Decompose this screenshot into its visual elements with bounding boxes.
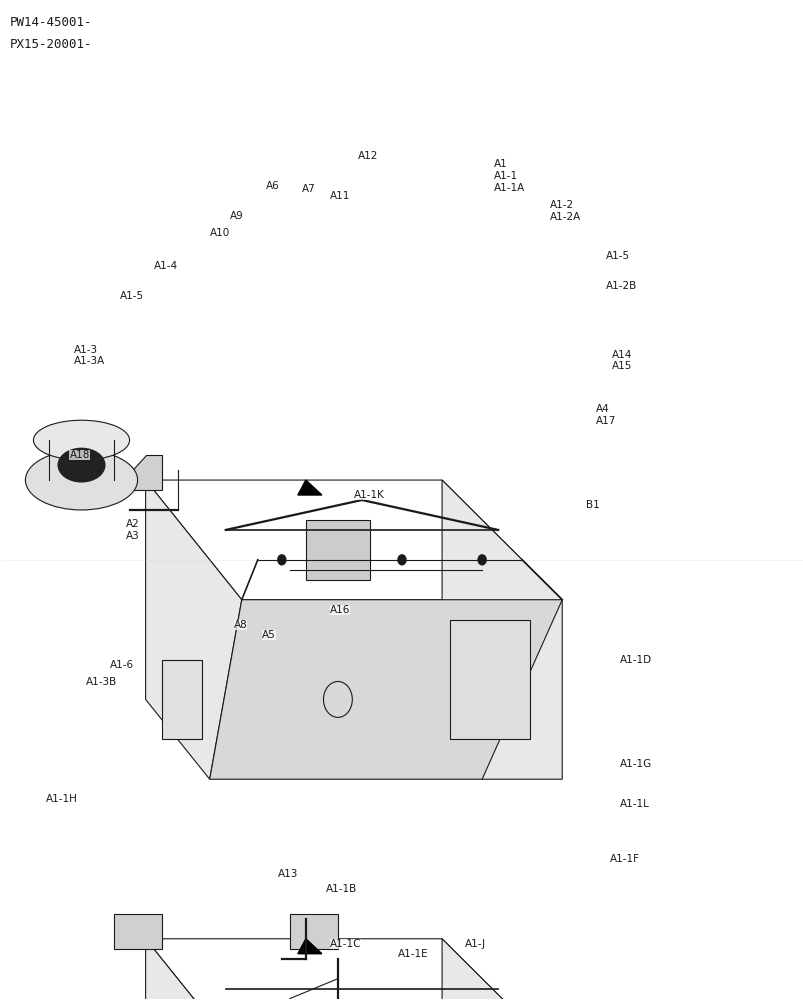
Text: A8: A8 [234,620,247,630]
Bar [305,520,369,580]
Text: A1-5: A1-5 [120,291,144,301]
Text: A1-J: A1-J [464,939,485,949]
Text: A2
A3: A2 A3 [125,519,139,541]
Polygon shape [210,600,561,779]
Polygon shape [145,480,242,779]
Polygon shape [289,914,337,949]
Text: A14
A15: A14 A15 [611,350,631,371]
Text: A1-1H: A1-1H [46,794,77,804]
Text: A1-1E: A1-1E [397,949,428,959]
Ellipse shape [34,420,129,460]
Text: A1-1D: A1-1D [619,655,651,665]
Text: A1
A1-1
A1-1A: A1 A1-1 A1-1A [494,159,524,193]
Text: A18: A18 [69,450,90,460]
Text: A1-3B: A1-3B [85,677,116,687]
Text: A12: A12 [357,151,378,161]
Circle shape [278,555,286,565]
Text: A1-2
A1-2A: A1-2 A1-2A [549,200,581,222]
Text: A13: A13 [278,869,298,879]
Text: A4
A17: A4 A17 [595,404,616,426]
Text: A10: A10 [210,228,230,238]
Text: A7: A7 [301,184,316,194]
Text: A1-1C: A1-1C [329,939,361,949]
Ellipse shape [26,450,137,510]
Text: A6: A6 [266,181,279,191]
Text: A1-1L: A1-1L [619,799,649,809]
Text: A1-1G: A1-1G [619,759,651,769]
Polygon shape [297,480,321,495]
Circle shape [478,555,486,565]
Text: A1-1F: A1-1F [609,854,639,864]
Text: A1-3
A1-3A: A1-3 A1-3A [73,345,104,366]
Text: PW14-45001-: PW14-45001- [10,16,92,29]
Text: A1-1B: A1-1B [325,884,357,894]
Polygon shape [297,939,321,954]
Ellipse shape [57,448,105,483]
Polygon shape [145,939,242,1000]
Text: B1: B1 [585,500,599,510]
Polygon shape [113,914,161,949]
Text: A1-2B: A1-2B [605,281,637,291]
Text: A1-6: A1-6 [109,660,133,670]
Polygon shape [113,455,161,490]
Bar [161,660,202,739]
Polygon shape [442,939,561,1000]
Bar [450,620,529,739]
Text: A16: A16 [329,605,350,615]
Text: A5: A5 [262,630,275,640]
Circle shape [397,555,406,565]
Polygon shape [442,480,561,779]
Text: PX15-20001-: PX15-20001- [10,38,92,51]
Text: A11: A11 [329,191,350,201]
Text: A1-4: A1-4 [153,261,177,271]
Text: A1-1K: A1-1K [353,490,385,500]
Text: A9: A9 [230,211,243,221]
Text: A1-5: A1-5 [605,251,630,261]
